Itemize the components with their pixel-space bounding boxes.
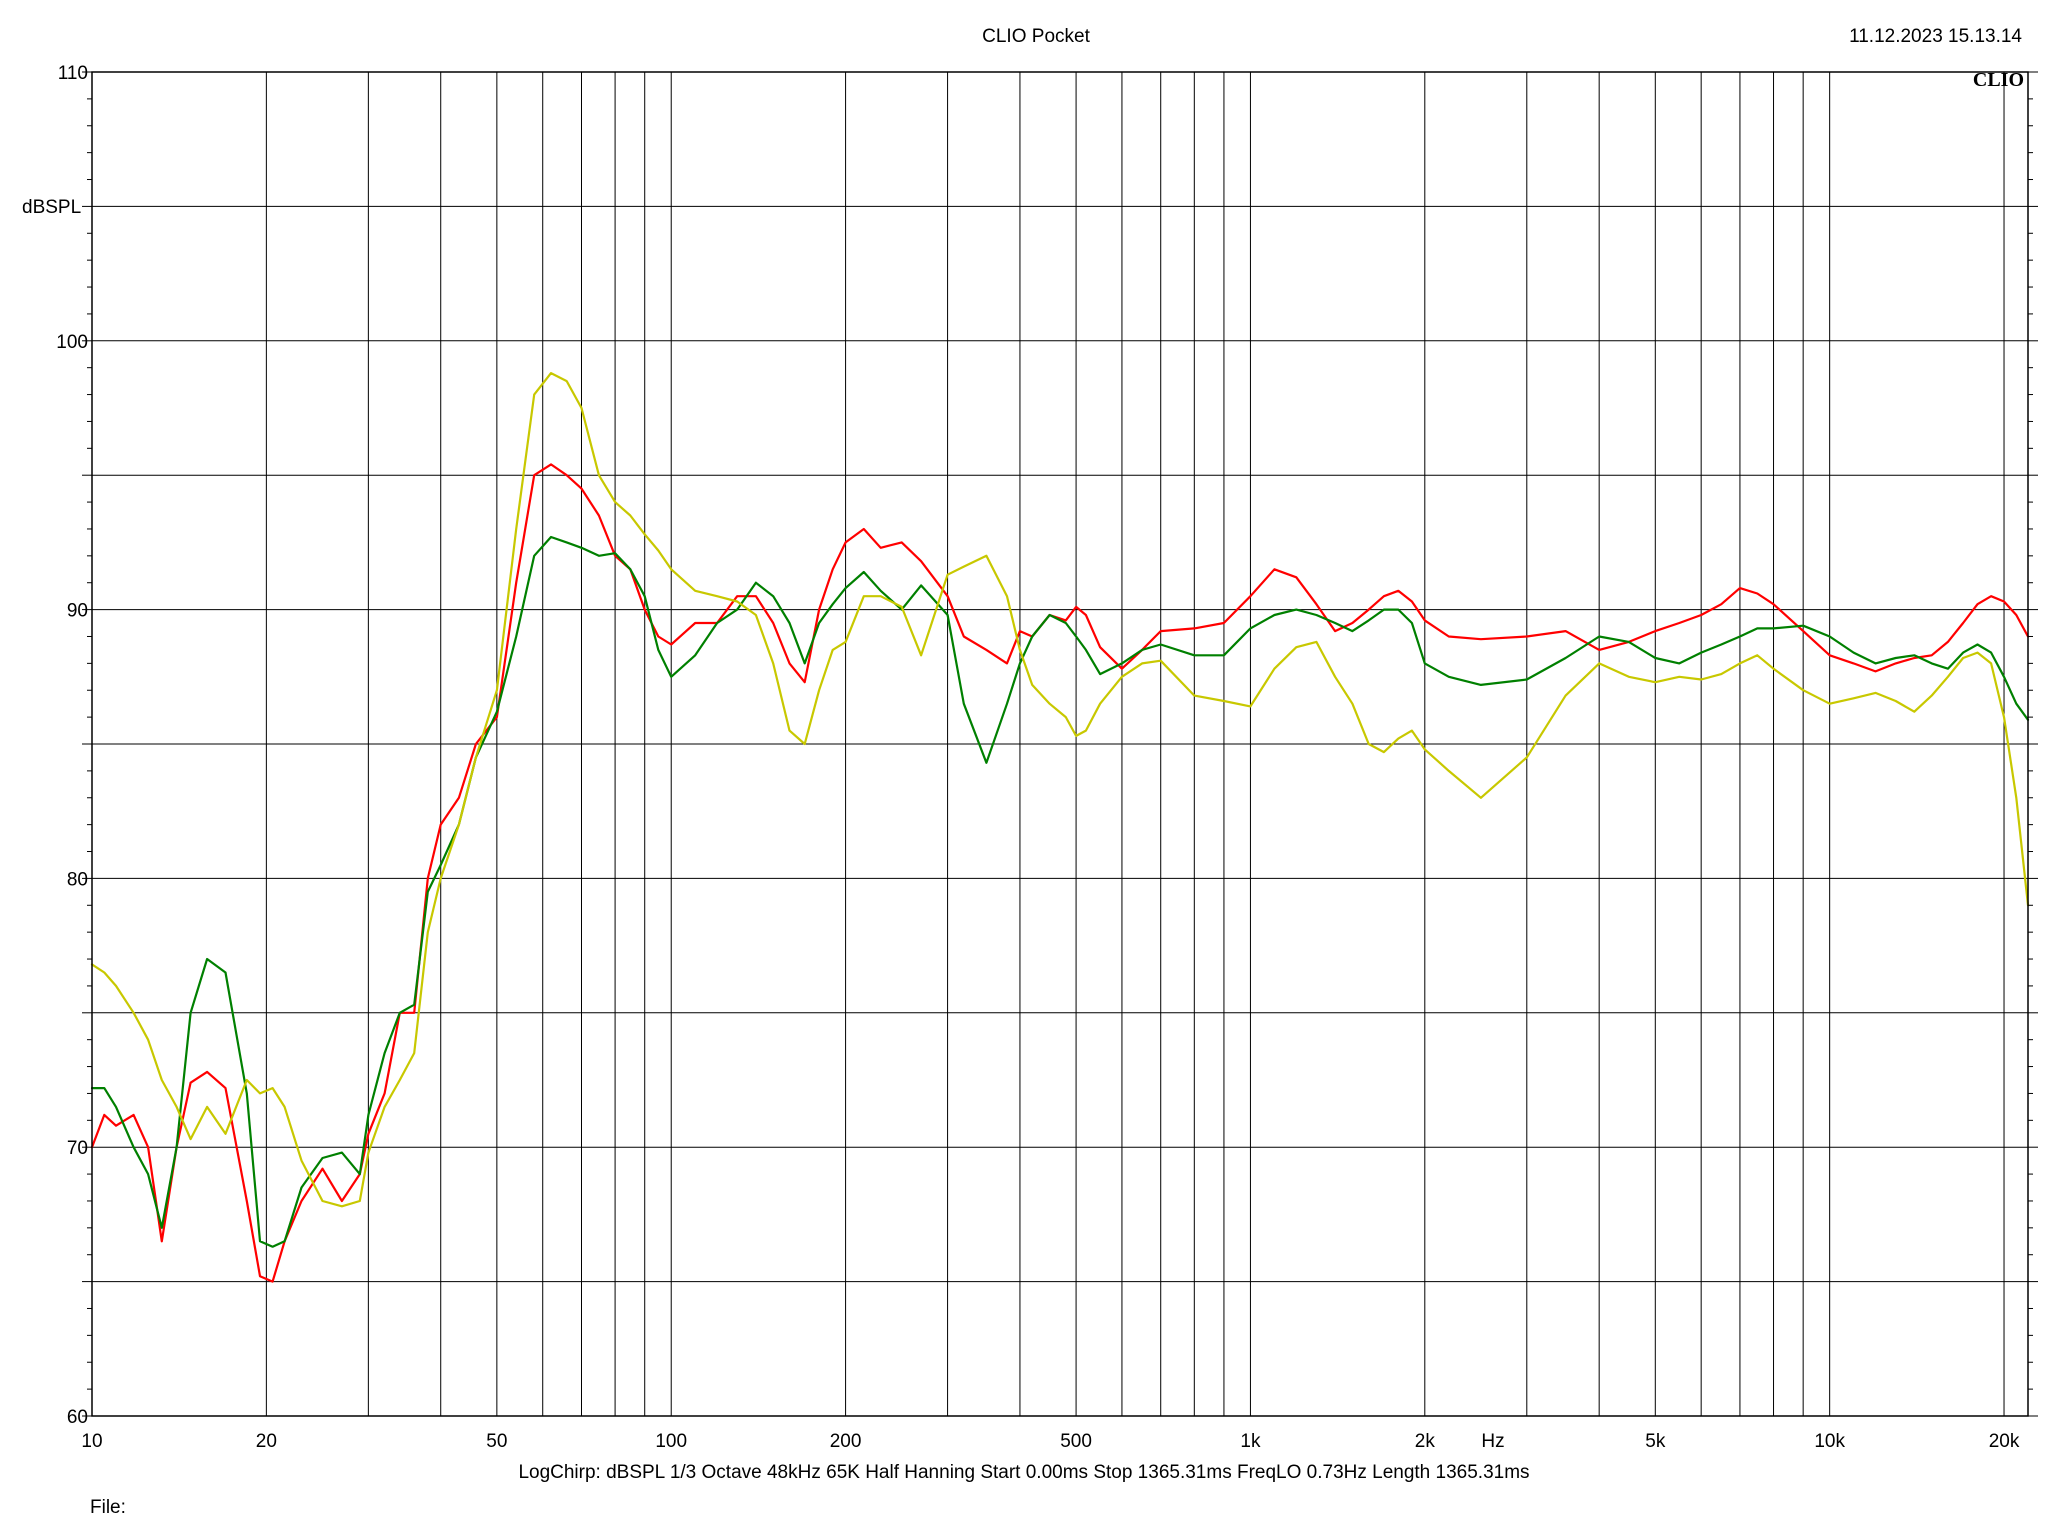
y-tick-label: 60 xyxy=(67,1407,88,1428)
data-series xyxy=(90,372,2030,1283)
y-axis-label: dBSPL xyxy=(22,197,81,218)
grid xyxy=(92,72,2028,1416)
series-line-2 xyxy=(90,535,2030,1248)
x-tick-label: 20k xyxy=(1989,1431,2020,1452)
x-tick-label: 10 xyxy=(81,1431,102,1452)
x-tick-label: 10k xyxy=(1814,1431,1845,1452)
series-line-1 xyxy=(90,463,2030,1283)
x-tick-label: 100 xyxy=(655,1431,687,1452)
y-tick-label: 80 xyxy=(67,869,88,890)
x-axis-label: Hz xyxy=(1481,1431,1504,1452)
y-tick-label: 100 xyxy=(56,332,88,353)
x-tick-label: 5k xyxy=(1645,1431,1666,1452)
y-tick-label: 90 xyxy=(67,601,88,622)
series-line-3 xyxy=(90,372,2030,1208)
timestamp: 11.12.2023 15.13.14 xyxy=(1849,26,2022,47)
axis-ticks: 60 70 80 90 100 110 10 20 50 100 200 500 1k 2k 5k 10k 20… xyxy=(56,63,2038,1452)
file-label: File: xyxy=(90,1497,126,1518)
x-tick-label: 20 xyxy=(256,1431,277,1452)
x-tick-label: 200 xyxy=(830,1431,862,1452)
chart-title: CLIO Pocket xyxy=(982,26,1090,47)
x-tick-label: 2k xyxy=(1415,1431,1436,1452)
x-tick-label: 50 xyxy=(486,1431,507,1452)
x-tick-label: 500 xyxy=(1060,1431,1092,1452)
clio-logo: CLIO xyxy=(1973,69,2024,91)
y-tick-label: 110 xyxy=(58,63,88,84)
x-tick-label: 1k xyxy=(1240,1431,1261,1452)
y-tick-label: 70 xyxy=(67,1138,88,1159)
measurement-settings: LogChirp: dBSPL 1/3 Octave 48kHz 65K Hal… xyxy=(518,1462,1530,1483)
